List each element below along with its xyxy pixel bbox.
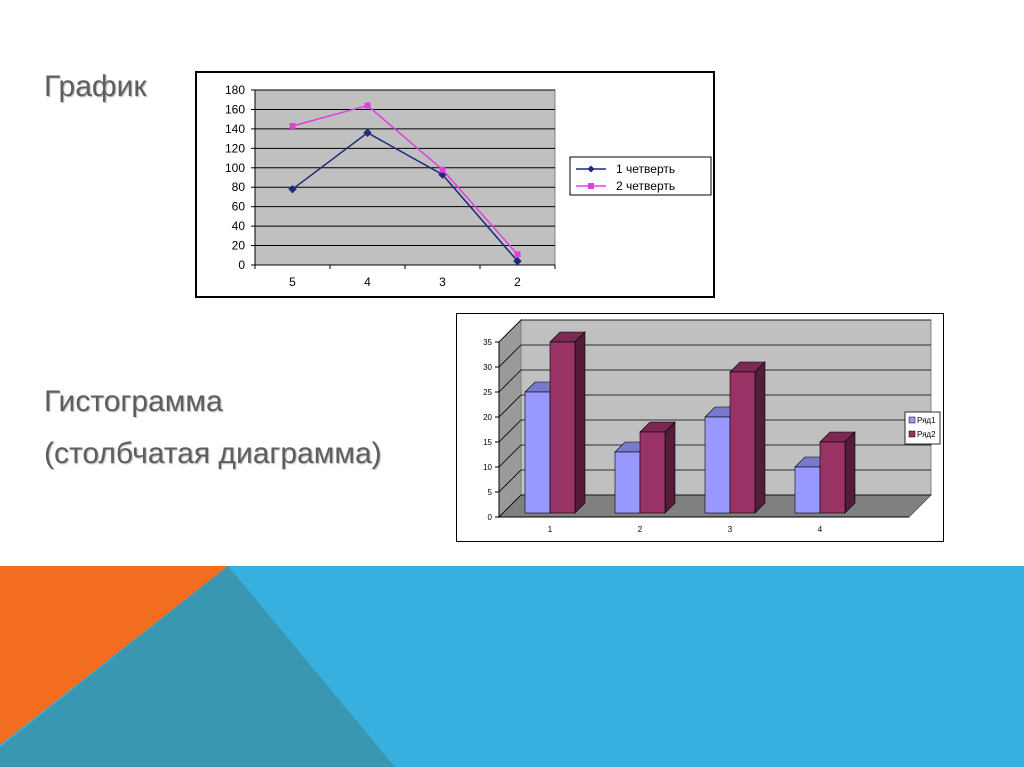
bar-y-tick-label: 5 (488, 488, 493, 497)
heading-histogram: Гистограмма (44, 385, 223, 418)
bar-legend-swatch (908, 430, 916, 438)
line-series-2 (292, 104, 519, 255)
line-chart-panel: 0 20 40 60 80 100 120 140 160 180 5 4 3 2 1 четверть 2 … (195, 71, 715, 298)
line-y-tick-label: 60 (232, 200, 246, 214)
bar-y-tick-label: 10 (483, 463, 492, 472)
line-point-series-2 (439, 166, 446, 173)
bar-gridline (498, 319, 931, 343)
bar-chart: 0 5 10 15 20 25 30 35 1 2 3 4 Ряд1 Ряд2 (483, 318, 941, 534)
bar-side-face (844, 431, 856, 514)
line-point-series-2 (289, 122, 296, 129)
line-y-tick-label: 140 (225, 122, 245, 136)
bar-1-category-4 (794, 466, 821, 514)
line-point-series-1 (513, 256, 522, 266)
line-x-tick-label: 3 (439, 275, 446, 289)
line-y-tick-label: 180 (225, 83, 245, 97)
heading-histogram-subtitle: (столбчатая диаграмма) (44, 437, 382, 470)
line-series-1 (292, 131, 519, 262)
footer-band-orange (0, 566, 228, 745)
line-point-series-2 (514, 251, 521, 258)
bar-legend-label: Ряд1 (917, 416, 936, 425)
bar-side-face (754, 361, 766, 514)
line-y-tick-label: 160 (225, 102, 245, 116)
bar-2-category-4 (819, 441, 846, 514)
bar-side-face (574, 331, 586, 514)
bar-x-tick-label: 2 (638, 525, 643, 534)
line-y-tick-label: 0 (238, 258, 245, 272)
line-x-tick-label: 2 (514, 275, 521, 289)
line-legend-label: 1 четверть (616, 162, 675, 176)
bar-2-category-1 (549, 341, 576, 514)
line-y-tick-label: 100 (225, 161, 245, 175)
line-y-tick-label: 120 (225, 141, 245, 155)
bar-legend-swatch (908, 416, 916, 424)
line-y-tick-label: 20 (232, 239, 246, 253)
bar-x-tick-label: 4 (818, 525, 823, 534)
bar-2-category-3 (729, 371, 756, 514)
bar-y-tick-label: 35 (483, 338, 492, 347)
line-y-tick-label: 80 (232, 180, 246, 194)
bar-y-tick-label: 20 (483, 413, 492, 422)
bar-y-tick-label: 15 (483, 438, 492, 447)
bar-side-wall (498, 318, 522, 519)
line-plot-area (254, 89, 556, 266)
line-x-tick-label: 4 (364, 275, 371, 289)
bar-gridline (498, 444, 931, 468)
bar-gridline (498, 344, 931, 368)
bar-gridline (498, 394, 931, 418)
bar-1-category-2 (614, 451, 641, 514)
bar-x-tick-label: 3 (728, 525, 733, 534)
line-legend-label: 2 четверть (616, 179, 675, 193)
bar-gridline (498, 419, 931, 443)
bar-gridline (498, 469, 931, 493)
bar-x-tick-label: 1 (548, 525, 553, 534)
line-x-tick-label: 5 (289, 275, 296, 289)
line-legend-marker (588, 183, 594, 189)
bar-gridline (498, 369, 931, 393)
line-y-tick-label: 40 (232, 219, 246, 233)
bar-1-category-3 (704, 416, 731, 514)
bar-2-category-2 (639, 431, 666, 514)
line-point-series-1 (288, 184, 297, 194)
bar-y-tick-label: 25 (483, 388, 492, 397)
line-point-series-2 (364, 102, 371, 109)
bar-y-tick-label: 0 (488, 513, 493, 522)
bar-y-tick-label: 30 (483, 363, 492, 372)
heading-line-chart: График (44, 70, 147, 103)
line-legend-marker (587, 165, 595, 173)
bar-side-face (664, 421, 676, 514)
line-chart: 0 20 40 60 80 100 120 140 160 180 5 4 3 2 1 четверть 2 … (225, 83, 712, 289)
bar-legend-label: Ряд2 (917, 430, 936, 439)
line-point-series-1 (363, 128, 372, 137)
bar-gridline (498, 494, 931, 518)
footer-band-teal (0, 566, 395, 767)
bar-1-category-1 (524, 391, 551, 514)
bar-chart-panel: 0 5 10 15 20 25 30 35 1 2 3 4 Ряд1 Ряд2 (456, 313, 944, 542)
